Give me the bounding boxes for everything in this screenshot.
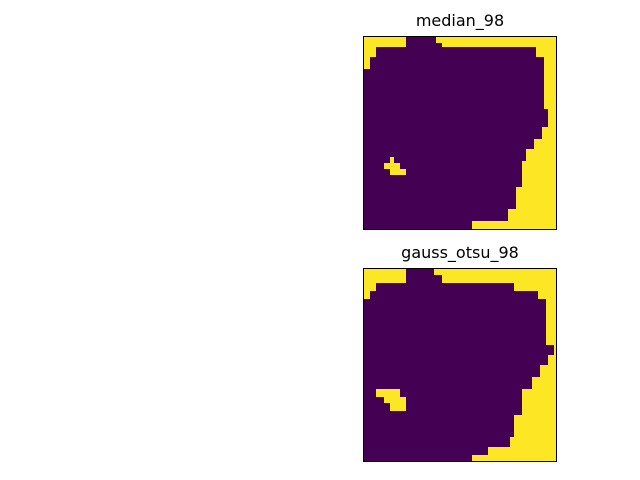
panel-title-median-98: median_98 [415,11,505,30]
mask-foreground-gauss-otsu-98 [364,269,556,461]
panel-title-gauss-otsu-98: gauss_otsu_98 [401,243,519,262]
mask-image-median-98 [363,36,557,230]
mask-svg-median-98 [364,37,556,229]
mask-image-gauss-otsu-98 [363,268,557,462]
mask-svg-gauss-otsu-98 [364,269,556,461]
mask-foreground-median-98 [364,37,556,229]
